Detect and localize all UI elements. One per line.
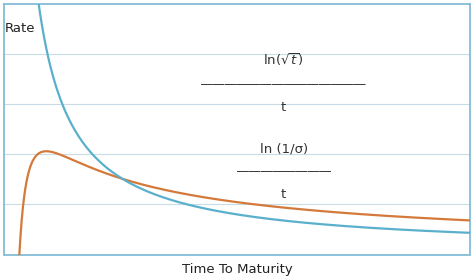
Text: t: t	[281, 101, 286, 114]
Text: ――――――――――――――: ――――――――――――――	[201, 78, 366, 91]
Text: t: t	[281, 188, 286, 201]
Text: ln (1/σ): ln (1/σ)	[259, 143, 308, 156]
Text: ――――――――: ――――――――	[237, 165, 330, 178]
Text: ln($\sqrt{t}$): ln($\sqrt{t}$)	[264, 51, 304, 68]
X-axis label: Time To Maturity: Time To Maturity	[182, 263, 292, 276]
Text: Rate: Rate	[5, 22, 35, 35]
